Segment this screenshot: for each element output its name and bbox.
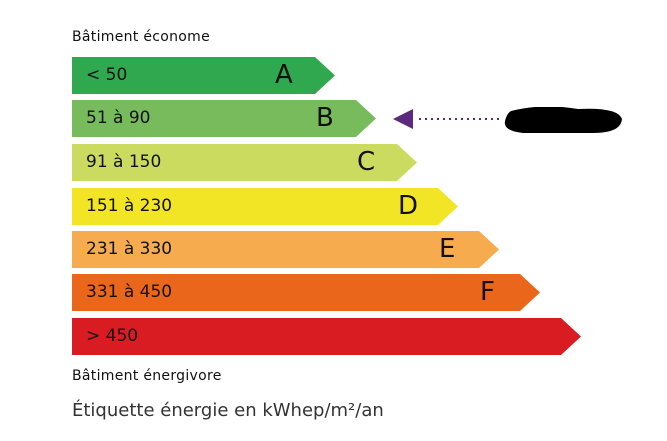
class-range: 51 à 90 (86, 108, 151, 128)
class-arrow-shape (72, 100, 376, 137)
class-letter: D (398, 191, 419, 221)
class-arrow-shape (72, 188, 458, 225)
class-range: < 50 (86, 65, 128, 85)
class-arrow-shape (72, 318, 581, 355)
energy-class-e: 231 à 330 E (72, 231, 499, 268)
arrow-left-icon (393, 109, 413, 129)
class-letter: A (275, 60, 293, 90)
class-letter: F (480, 277, 495, 307)
class-letter: C (357, 147, 376, 177)
class-arrow-shape (72, 274, 540, 311)
class-range: > 450 (86, 326, 139, 346)
top-caption: Bâtiment économe (72, 29, 210, 45)
footer-caption: Étiquette énergie en kWhep/m²/an (72, 400, 384, 421)
energy-class-d: 151 à 230 D (72, 188, 458, 225)
bottom-caption: Bâtiment énergivore (72, 368, 222, 384)
class-range: 231 à 330 (86, 239, 173, 259)
class-letter: B (316, 103, 334, 133)
energy-class-f: 331 à 450 F (72, 274, 540, 311)
class-range: 151 à 230 (86, 196, 173, 216)
class-arrow-shape (72, 144, 417, 181)
class-arrow-shape (72, 57, 335, 94)
redacted-value (504, 107, 622, 133)
energy-class-b: 51 à 90 B (72, 100, 376, 137)
class-letter: E (439, 234, 456, 264)
class-range: 331 à 450 (86, 282, 173, 302)
class-range: 91 à 150 (86, 152, 162, 172)
class-arrow-shape (72, 231, 499, 268)
class-indicator (393, 107, 622, 133)
energy-class-g: > 450 (72, 318, 581, 355)
energy-class-a: < 50 A (72, 57, 335, 94)
energy-class-c: 91 à 150 C (72, 144, 417, 181)
